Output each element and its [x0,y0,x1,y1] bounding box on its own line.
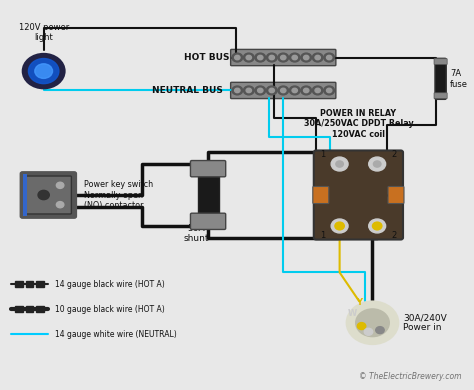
Text: coil: coil [316,190,330,200]
Text: 50A
shunt: 50A shunt [183,224,209,243]
Circle shape [292,55,297,60]
Bar [36,306,44,312]
Circle shape [278,86,289,95]
Circle shape [331,157,348,171]
Circle shape [244,53,254,62]
Text: 30A/240V
Power in: 30A/240V Power in [403,313,447,333]
Circle shape [281,55,286,60]
Text: HOT BUS: HOT BUS [184,53,229,62]
Circle shape [357,323,366,330]
Circle shape [269,55,274,60]
Circle shape [257,55,263,60]
Circle shape [269,88,274,93]
Circle shape [255,86,265,95]
Circle shape [303,55,309,60]
Bar [26,306,33,312]
Text: Y: Y [356,298,362,307]
Text: 1: 1 [320,231,326,240]
Circle shape [281,88,286,93]
Circle shape [312,53,323,62]
Circle shape [235,55,240,60]
Bar [16,281,23,287]
FancyBboxPatch shape [434,93,447,99]
Bar [16,306,23,312]
Circle shape [56,202,64,208]
FancyBboxPatch shape [231,82,336,99]
Circle shape [327,55,332,60]
Circle shape [28,58,59,83]
Text: 10 gauge black wire (HOT A): 10 gauge black wire (HOT A) [55,305,165,314]
Circle shape [244,86,254,95]
Text: NEUTRAL BUS: NEUTRAL BUS [152,86,223,95]
Text: W: W [348,308,357,317]
FancyBboxPatch shape [191,213,226,229]
Circle shape [369,157,386,171]
Circle shape [335,222,344,230]
Bar [23,174,27,216]
Circle shape [246,55,252,60]
Circle shape [356,309,389,337]
Circle shape [289,53,300,62]
Circle shape [257,88,263,93]
FancyBboxPatch shape [388,186,404,204]
Circle shape [38,190,49,200]
Text: 1: 1 [320,150,326,159]
Bar [36,281,44,287]
Circle shape [336,161,343,167]
FancyBboxPatch shape [231,50,336,66]
Circle shape [266,86,277,95]
Circle shape [374,223,381,229]
Circle shape [235,88,240,93]
Circle shape [369,219,386,233]
Circle shape [232,53,243,62]
Circle shape [346,301,398,344]
Circle shape [336,223,343,229]
Text: POWER IN RELAY
30A/250VAC DPDT Relay
120VAC coil: POWER IN RELAY 30A/250VAC DPDT Relay 120… [303,109,413,139]
Circle shape [246,88,252,93]
Text: 2: 2 [391,231,396,240]
Text: © TheElectricBrewery.com: © TheElectricBrewery.com [359,372,462,381]
Circle shape [376,327,384,333]
FancyBboxPatch shape [198,164,219,226]
Circle shape [312,86,323,95]
FancyBboxPatch shape [21,172,76,218]
Circle shape [35,64,53,78]
Circle shape [292,88,297,93]
Circle shape [315,55,320,60]
FancyBboxPatch shape [314,151,403,239]
Circle shape [303,88,309,93]
Circle shape [232,86,243,95]
FancyBboxPatch shape [434,59,447,64]
FancyBboxPatch shape [313,186,329,204]
Text: 120V power
light: 120V power light [18,23,69,42]
Text: Power key switch
Normally open
(NO) contactor: Power key switch Normally open (NO) cont… [83,180,153,210]
Circle shape [374,161,381,167]
Circle shape [56,182,64,188]
FancyBboxPatch shape [435,58,446,99]
Circle shape [266,53,277,62]
Text: coil: coil [386,190,401,200]
Text: 7A
fuse: 7A fuse [450,69,468,89]
Circle shape [324,53,335,62]
Circle shape [289,86,300,95]
Circle shape [373,222,382,230]
Circle shape [324,86,335,95]
Text: 2: 2 [391,150,396,159]
Text: 14 gauge black wire (HOT A): 14 gauge black wire (HOT A) [55,280,165,289]
Circle shape [23,54,65,89]
FancyBboxPatch shape [25,176,72,214]
Circle shape [327,88,332,93]
Circle shape [301,86,311,95]
Circle shape [278,53,289,62]
Circle shape [255,53,265,62]
Circle shape [365,328,373,335]
Circle shape [301,53,311,62]
FancyBboxPatch shape [191,161,226,177]
Bar [26,281,33,287]
Circle shape [315,88,320,93]
Circle shape [331,219,348,233]
Text: 14 gauge white wire (NEUTRAL): 14 gauge white wire (NEUTRAL) [55,330,177,339]
